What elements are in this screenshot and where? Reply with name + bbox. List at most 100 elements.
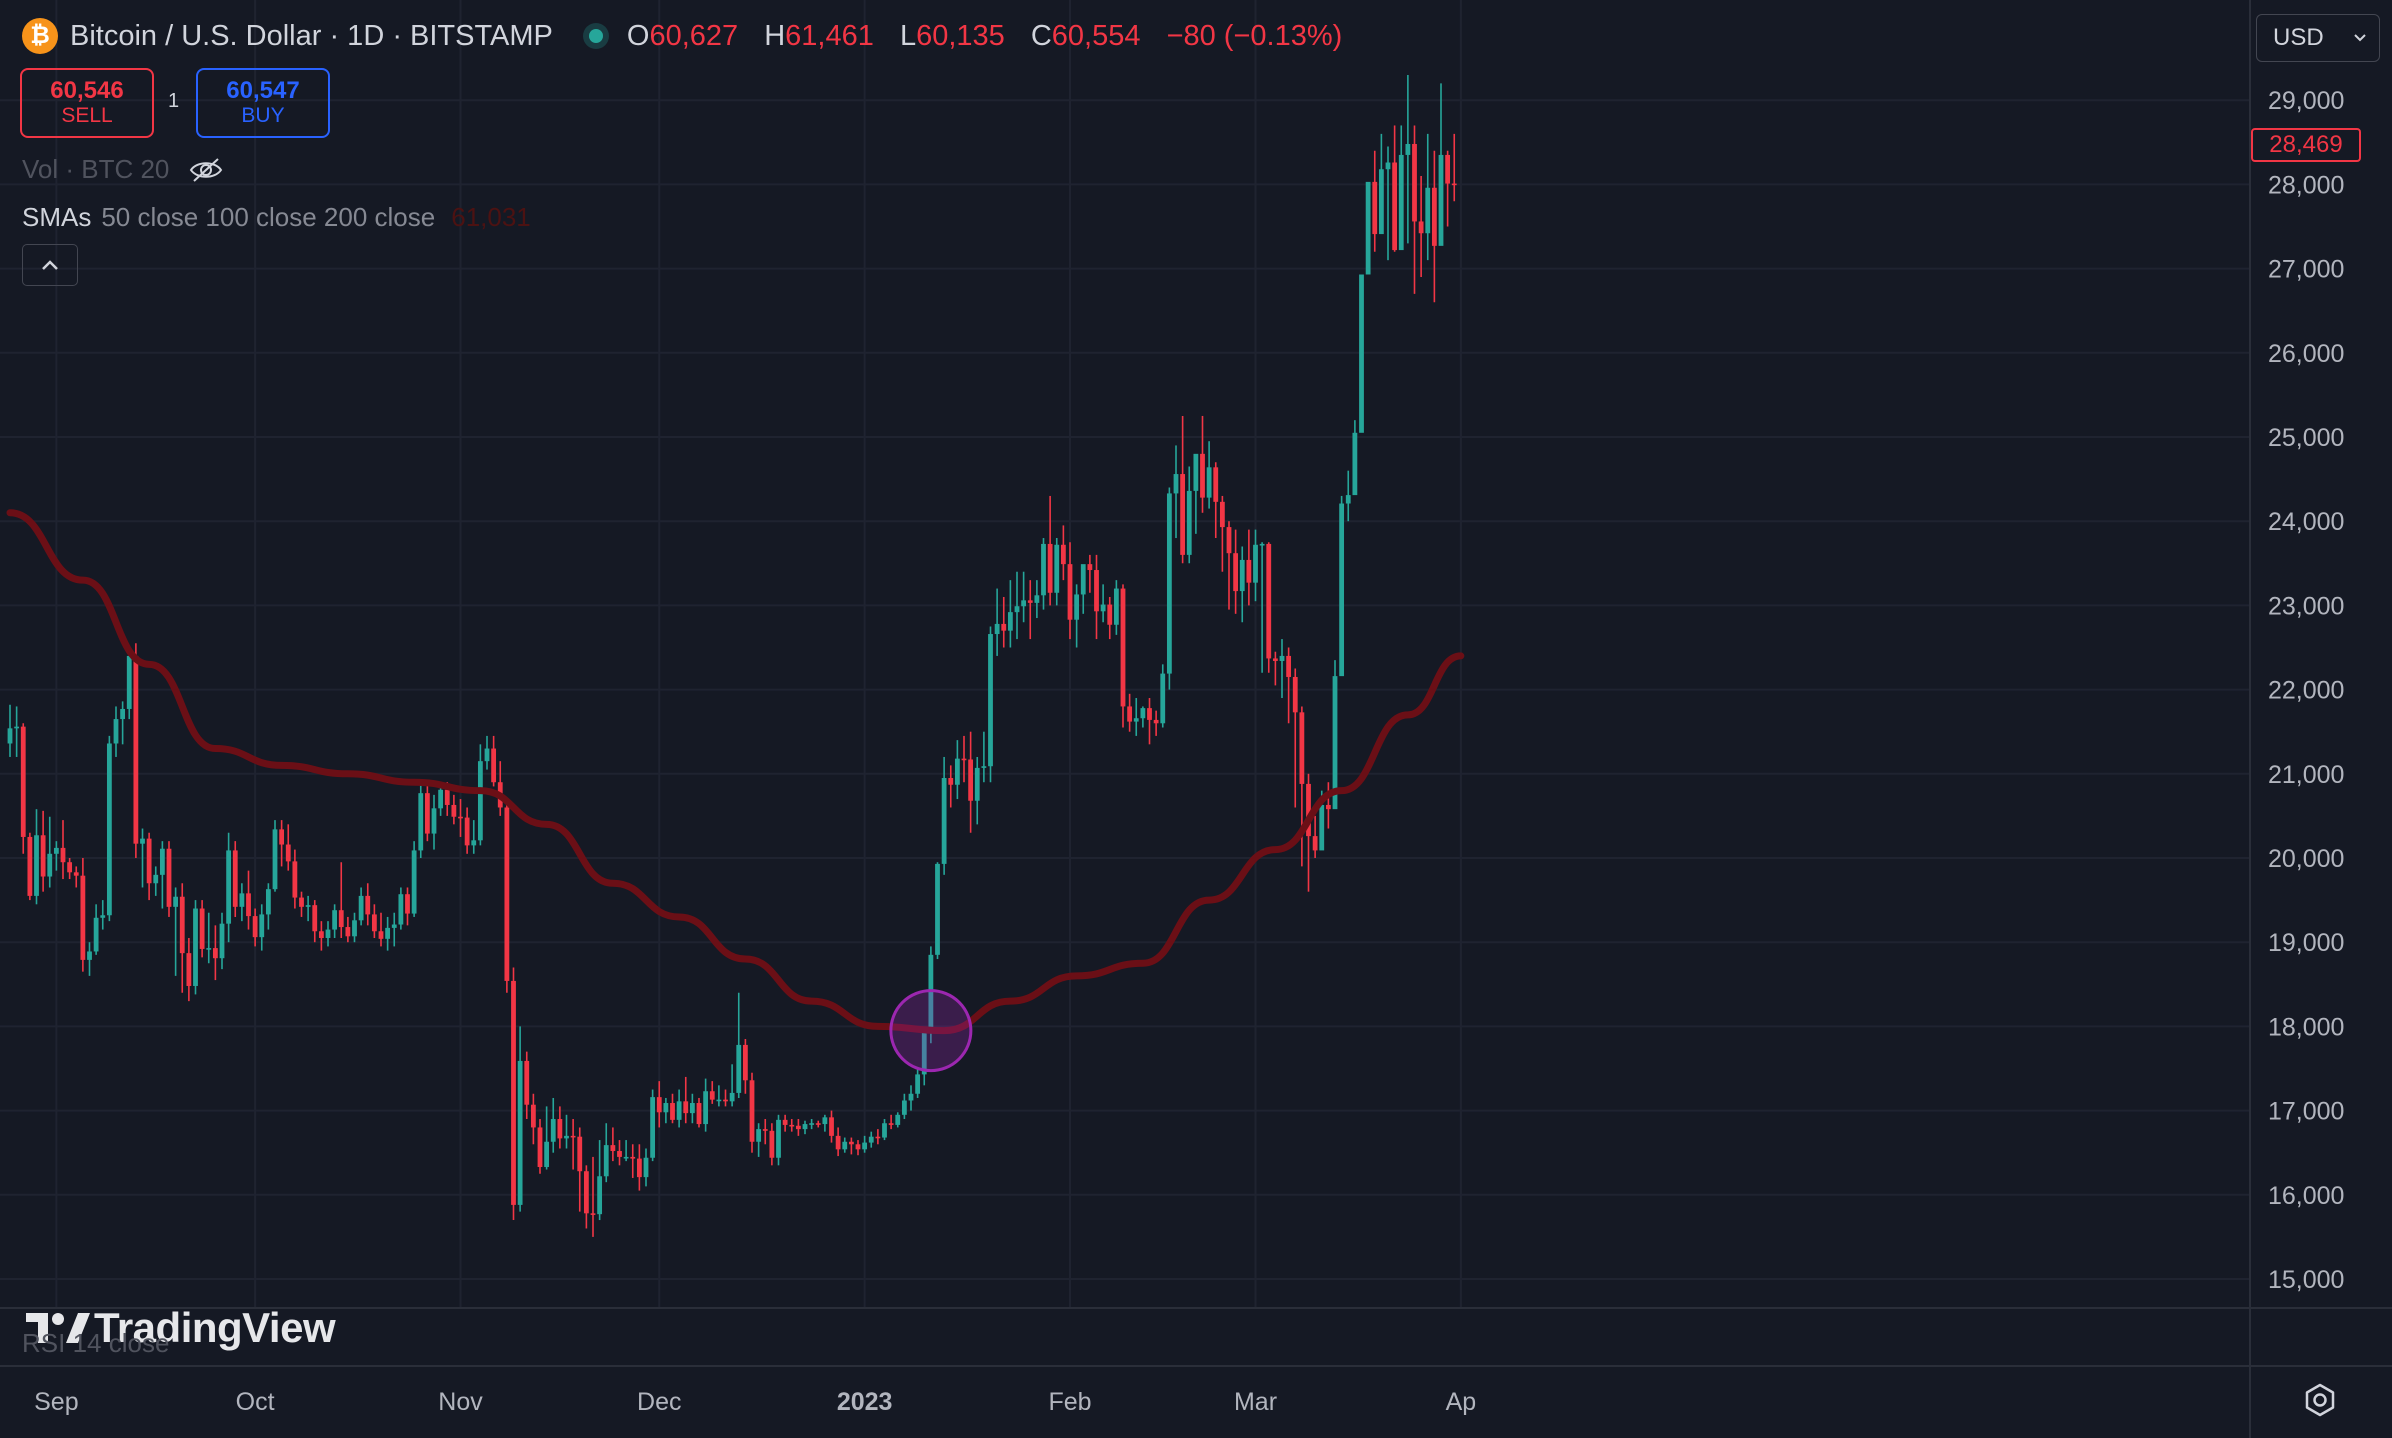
candle-body — [1094, 570, 1099, 612]
price-tick-label: 23,000 — [2268, 592, 2344, 620]
candle-body — [332, 910, 338, 930]
candle-body — [590, 1213, 596, 1215]
candle-body — [1007, 612, 1013, 631]
candle-body — [40, 835, 46, 877]
volume-legend[interactable]: Vol · BTC 20 — [22, 154, 223, 185]
candle-body — [431, 808, 437, 834]
candle-body — [352, 920, 357, 937]
price-tick-label: 15,000 — [2268, 1266, 2344, 1294]
candle-body — [212, 948, 218, 959]
price-tick-label: 21,000 — [2268, 761, 2344, 789]
candle-body — [875, 1136, 881, 1139]
candle-body — [219, 923, 225, 959]
tradingview-logo: TradingView — [26, 1304, 336, 1352]
price-tick-label: 22,000 — [2268, 677, 2344, 705]
low-value: 60,135 — [916, 19, 1005, 52]
candle-body — [809, 1123, 815, 1125]
candle-body — [1405, 143, 1411, 155]
sell-button[interactable]: 60,546 SELL — [20, 68, 154, 138]
candle-body — [484, 748, 490, 762]
price-tick-label: 19,000 — [2268, 929, 2344, 957]
symbol-legend: ₿ Bitcoin / U.S. Dollar · 1D · BITSTAMP … — [22, 18, 1342, 54]
candle-body — [338, 910, 344, 928]
candle-body — [491, 748, 497, 783]
candle-body — [239, 893, 245, 907]
price-tick-label: 20,000 — [2268, 845, 2344, 873]
candle-body — [537, 1127, 543, 1168]
candle-body — [265, 889, 271, 915]
buy-button[interactable]: 60,547 BUY — [196, 68, 330, 138]
time-tick-label: Nov — [438, 1388, 483, 1416]
candle-body — [1425, 187, 1431, 234]
candle-body — [895, 1114, 901, 1125]
time-axis[interactable]: Sep Oct Nov Dec 2023 Feb Mar Ap — [34, 1388, 1476, 1416]
candle-body — [1299, 712, 1305, 784]
candle-body — [683, 1101, 689, 1114]
price-tick-label: 29,000 — [2268, 87, 2344, 115]
candle-body — [1206, 467, 1212, 498]
candle-body — [1041, 543, 1046, 596]
candle-body — [676, 1101, 682, 1120]
sma-legend[interactable]: SMAs 50 close 100 close 200 close 61,031 — [22, 202, 531, 233]
candle-body — [1253, 544, 1258, 583]
tradingview-logo-text: TradingView — [94, 1304, 336, 1351]
eye-off-icon[interactable] — [189, 157, 223, 183]
price-axis[interactable]: 29,000 28,000 27,000 26,000 25,000 24,000 23,0… — [2268, 87, 2344, 1294]
candle-body — [623, 1156, 629, 1159]
candle-body — [1319, 804, 1325, 851]
collapse-legend-button[interactable] — [22, 244, 78, 286]
gear-icon[interactable] — [2302, 1382, 2338, 1418]
candle-body — [928, 954, 934, 1032]
time-tick-label: Ap — [1446, 1388, 1477, 1416]
candle-body — [709, 1091, 715, 1100]
candle-body — [385, 927, 391, 939]
candle-body — [1233, 553, 1239, 592]
sell-price: 60,546 — [50, 77, 124, 104]
symbol-title[interactable]: Bitcoin / U.S. Dollar · 1D · BITSTAMP — [70, 19, 553, 52]
candle-body — [1120, 588, 1126, 707]
time-tick-label: Mar — [1234, 1388, 1277, 1416]
candle-body — [438, 789, 444, 809]
candle-body — [1047, 543, 1053, 593]
candle-body — [292, 861, 298, 898]
candle-body — [159, 848, 165, 875]
candle-body — [444, 789, 450, 805]
candle-body — [862, 1142, 868, 1150]
candle-body — [1060, 544, 1066, 565]
candle-body — [1286, 655, 1292, 677]
candle-body — [1067, 564, 1073, 620]
candle-body — [974, 767, 980, 801]
candle-body — [34, 835, 39, 896]
candle-body — [802, 1124, 808, 1130]
candle-body — [756, 1129, 762, 1142]
candle-body — [1186, 490, 1192, 555]
candle-body — [133, 655, 139, 844]
candle-body — [981, 766, 987, 768]
currency-select[interactable]: USD — [2256, 14, 2380, 62]
candle-body — [113, 719, 119, 744]
candle-body — [106, 743, 112, 916]
candle-body — [1034, 595, 1040, 603]
candle-body — [1021, 600, 1027, 607]
candle-body — [199, 908, 205, 949]
chevron-down-icon — [2354, 34, 2366, 42]
last-price-tag: 28,469 — [2251, 128, 2361, 162]
time-tick-label: 2023 — [837, 1388, 893, 1416]
candle-body — [789, 1124, 795, 1127]
candle-body — [1398, 154, 1404, 251]
candle-body — [1014, 606, 1020, 613]
candle-body — [815, 1123, 821, 1125]
candle-body — [1438, 154, 1444, 246]
candle-body — [935, 863, 940, 955]
rsi-legend[interactable]: RSI 14 close — [22, 1328, 170, 1358]
candle-body — [1279, 655, 1285, 661]
candle-body — [47, 853, 53, 877]
candle-body — [285, 844, 291, 862]
candle-body — [305, 905, 311, 907]
candle-body — [1259, 543, 1265, 546]
market-status-icon[interactable] — [588, 29, 603, 43]
candle-body — [60, 847, 66, 863]
candle-body — [246, 893, 251, 917]
candle-body — [1219, 501, 1225, 528]
